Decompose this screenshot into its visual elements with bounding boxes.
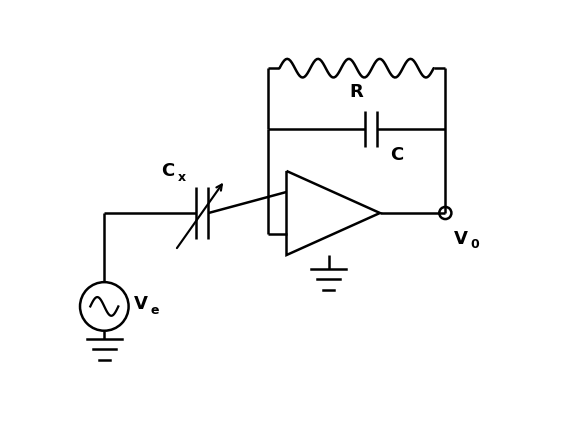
Text: x: x: [178, 170, 186, 184]
Text: 0: 0: [470, 238, 479, 251]
Text: V: V: [454, 230, 468, 248]
Text: R: R: [350, 83, 363, 101]
Text: C: C: [161, 162, 174, 180]
Text: C: C: [390, 146, 403, 164]
Text: V: V: [134, 295, 148, 313]
Text: e: e: [151, 304, 159, 317]
